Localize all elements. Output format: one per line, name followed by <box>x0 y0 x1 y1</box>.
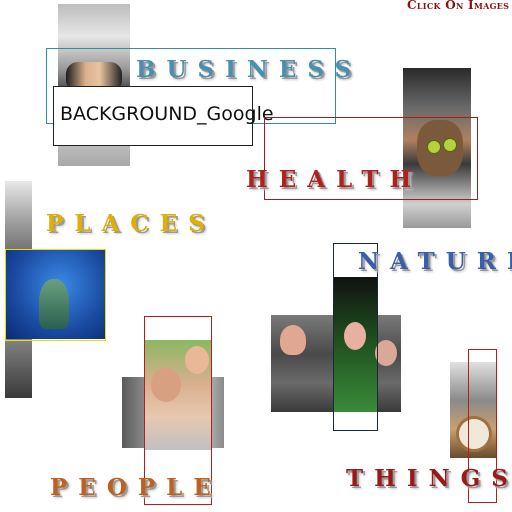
things-link-frame[interactable] <box>468 349 497 503</box>
people-label[interactable]: PEOPLE <box>50 474 222 501</box>
nature-link-frame[interactable] <box>333 243 378 431</box>
family-image[interactable] <box>145 340 212 450</box>
business-label[interactable]: BUSINESS <box>136 56 363 83</box>
click-on-images-label: Click On Images <box>407 0 510 12</box>
health-link-frame[interactable] <box>264 117 478 200</box>
nature-label[interactable]: NATURE <box>358 248 512 275</box>
statue-head-icon <box>39 279 69 329</box>
things-photo-strip[interactable] <box>450 362 497 458</box>
health-label[interactable]: HEALTH <box>246 166 423 193</box>
flamingo-shape-2 <box>344 322 366 350</box>
things-label[interactable]: THINGS <box>346 465 512 492</box>
watch-icon <box>456 416 492 452</box>
mother-face <box>151 368 181 402</box>
health-photo-strip[interactable] <box>403 68 471 228</box>
places-link-frame[interactable] <box>5 249 106 341</box>
cucumber-right-icon <box>443 138 457 152</box>
flamingo-shape-3 <box>375 340 397 366</box>
cucumber-left-icon <box>427 140 441 154</box>
flamingo-shape-1 <box>280 325 306 355</box>
statue-of-liberty-image[interactable] <box>5 249 105 339</box>
background-tooltip: BACKGROUND_Google <box>53 86 274 146</box>
places-label[interactable]: PLACES <box>46 210 216 237</box>
people-link-frame[interactable] <box>144 316 212 505</box>
child-face <box>185 346 209 374</box>
